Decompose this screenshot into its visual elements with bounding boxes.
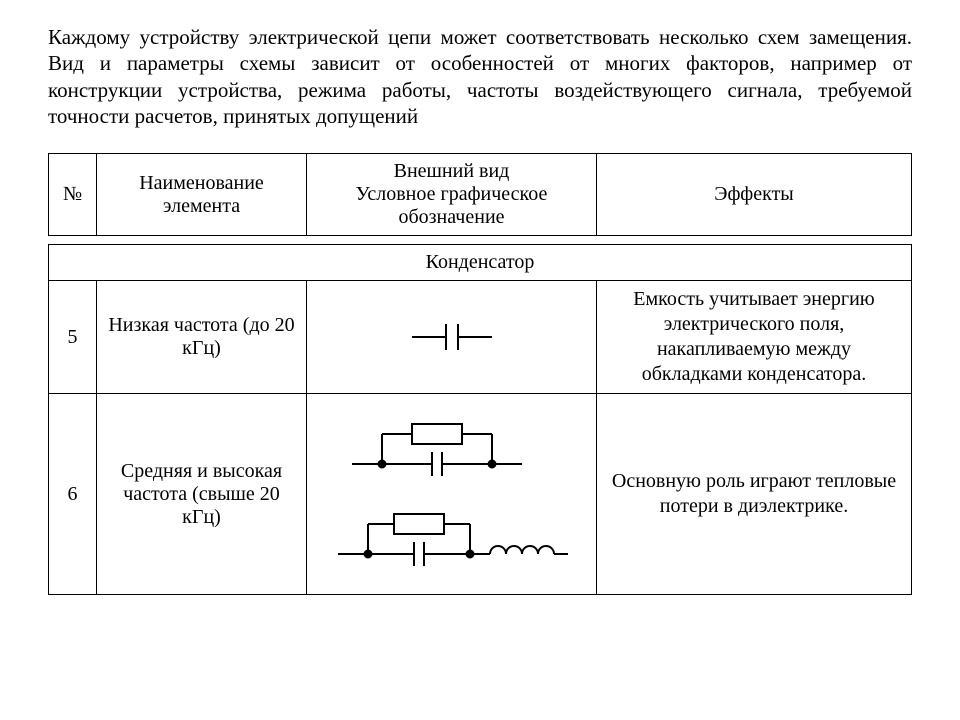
table-row: 5 Низкая частота (до 20 кГц) Емкость учи… [49,281,912,394]
row-symbol [307,394,597,595]
row-name: Средняя и высокая частота (свыше 20 кГц) [97,394,307,595]
intro-paragraph: Каждому устройству электрической цепи мо… [48,24,912,129]
row-effects: Основную роль играют тепловые потери в д… [597,394,912,595]
header-symbol: Внешний видУсловное графическое обозначе… [307,154,597,236]
header-effects: Эффекты [597,154,912,236]
capacitor-icon [392,312,512,362]
row-num: 5 [49,281,97,394]
header-symbol-line1: Внешний видУсловное графическое обозначе… [317,160,586,229]
table-gap [49,236,912,245]
row-effects: Емкость учитывает энергию электрического… [597,281,912,394]
section-row: Конденсатор [49,245,912,281]
row-num: 6 [49,394,97,595]
row-name: Низкая частота (до 20 кГц) [97,281,307,394]
header-num: № [49,154,97,236]
table-header-row: № Наименование элемента Внешний видУслов… [49,154,912,236]
rc-parallel-icon [332,404,572,584]
table-row: 6 Средняя и высокая частота (свыше 20 кГ… [49,394,912,595]
elements-table: № Наименование элемента Внешний видУслов… [48,153,912,595]
section-title: Конденсатор [49,245,912,281]
row-symbol [307,281,597,394]
header-name: Наименование элемента [97,154,307,236]
